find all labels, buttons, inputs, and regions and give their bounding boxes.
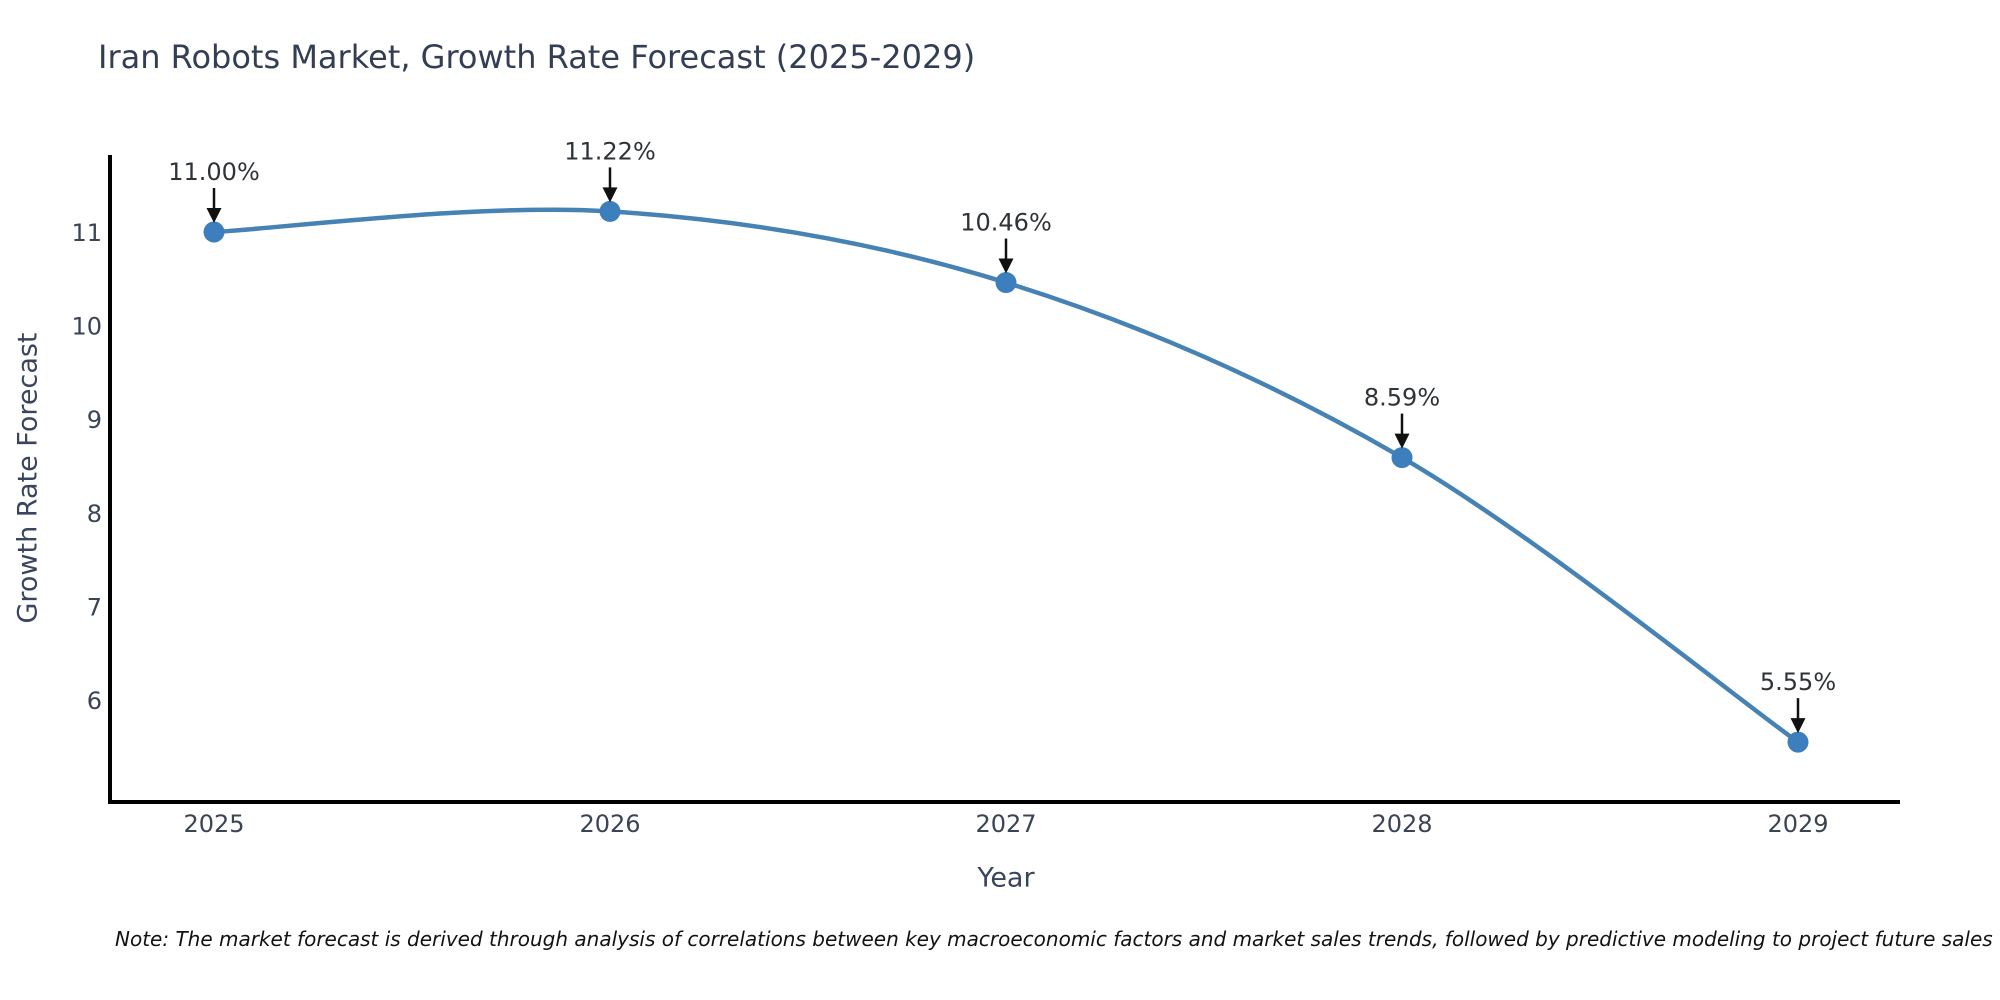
data-point-marker xyxy=(203,221,225,243)
x-tick-label: 2026 xyxy=(579,810,640,838)
annotation-arrow-head-icon xyxy=(206,208,222,223)
y-tick-label: 9 xyxy=(87,406,102,434)
data-point-label: 8.59% xyxy=(1364,384,1440,412)
axis-spines xyxy=(108,155,1900,804)
annotation-arrow-head-icon xyxy=(1394,433,1410,449)
annotation-arrow-head-icon xyxy=(998,258,1014,274)
x-tick-label: 2025 xyxy=(183,810,244,838)
data-point-marker xyxy=(1787,731,1809,753)
footnote: Note: The market forecast is derived thr… xyxy=(115,927,1993,951)
data-point-marker xyxy=(995,272,1017,294)
data-point-label: 5.55% xyxy=(1760,668,1836,696)
data-point-label: 10.46% xyxy=(960,209,1052,237)
data-point-label: 11.22% xyxy=(564,137,656,165)
y-tick-label: 6 xyxy=(87,687,102,715)
y-tick-label: 8 xyxy=(87,500,102,528)
y-axis-title: Growth Rate Forecast xyxy=(12,332,44,624)
data-point-marker xyxy=(1391,447,1413,469)
y-tick-label: 11 xyxy=(71,219,102,247)
x-tick-label: 2028 xyxy=(1371,810,1432,838)
x-tick-label: 2029 xyxy=(1767,810,1828,838)
y-tick-label: 7 xyxy=(87,593,102,621)
data-point-label: 11.00% xyxy=(168,158,260,186)
annotation-arrow-head-icon xyxy=(602,187,618,203)
chart-title: Iran Robots Market, Growth Rate Forecast… xyxy=(98,38,976,76)
x-tick-label: 2027 xyxy=(975,810,1036,838)
annotation-arrow-head-icon xyxy=(1790,718,1806,734)
y-tick-label: 10 xyxy=(71,313,102,341)
x-axis-title: Year xyxy=(977,862,1035,894)
data-point-marker xyxy=(599,200,621,222)
